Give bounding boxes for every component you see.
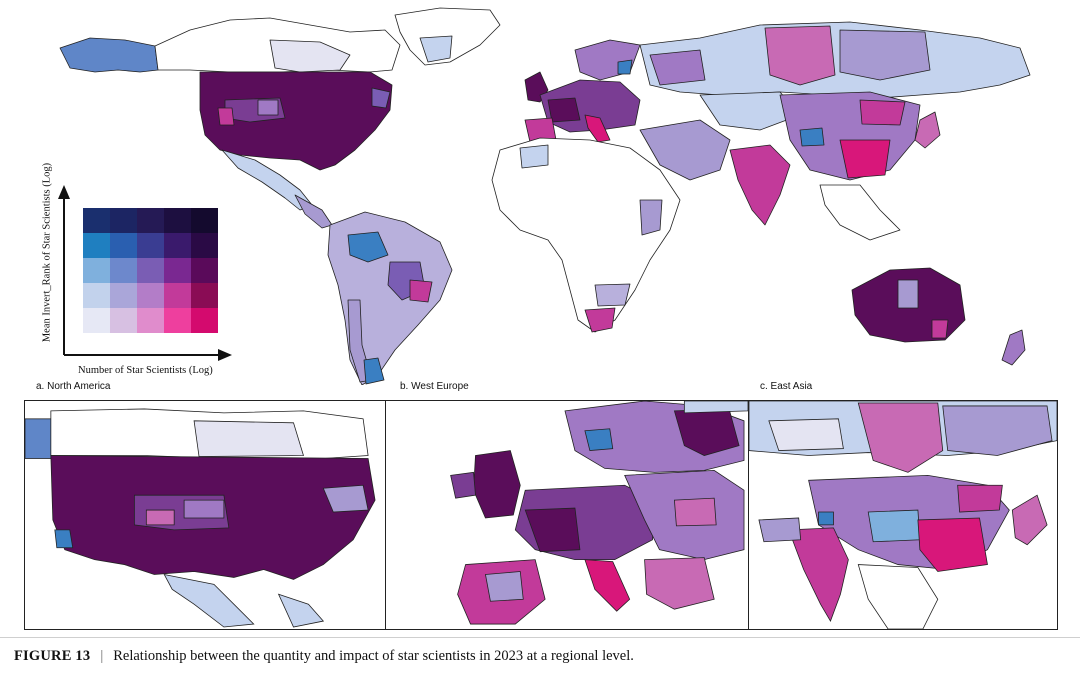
legend-cell [191,308,218,333]
panel-label-east-asia: c. East Asia [760,381,813,392]
x-axis-arrow-icon [218,349,232,361]
legend-axes [58,185,232,361]
region-italy [584,114,611,143]
region-china-east [839,139,891,179]
figure-caption: FIGURE 13 | Relationship between the quant… [14,648,634,665]
region-middle-east [639,119,731,181]
region-south-america [327,211,453,385]
legend-cell [164,283,191,308]
region-argentina [363,357,385,385]
region-africa [491,137,681,333]
figure-number: FIGURE 13 [14,648,91,664]
region-canada-east [269,39,351,73]
region-china-north [859,99,906,126]
region-japan [914,111,941,149]
region-south-africa [584,307,616,333]
region-australia-se [931,319,949,339]
caption-divider [0,637,1080,638]
y-axis-arrow-icon [58,185,70,199]
region-alaska [59,37,159,73]
caption-text: Relationship between the quantity and im… [113,648,634,664]
legend-cell [191,283,218,308]
legend-x-label: Number of Star Scientists (Log) [78,365,213,376]
legend-cell [137,233,164,258]
legend-y-label: Mean Invert_Rank of Star Scientists (Log… [41,162,53,343]
region-france [547,97,581,123]
legend-cell [110,258,137,283]
region-russia-central [764,25,836,86]
legend-cell [137,258,164,283]
legend-cell [83,258,110,283]
region-greenland-patch [419,35,453,63]
legend-color-grid [83,208,218,333]
world-map [59,7,1031,385]
caption-separator: | [100,648,104,664]
region-usa-ne [371,87,391,109]
region-africa-north [519,144,549,169]
region-africa-east [639,199,663,236]
legend-cell [191,208,218,233]
region-russia-east [839,29,931,81]
region-china-blue [799,127,825,147]
region-central-asia [699,91,801,131]
legend-cell [110,233,137,258]
region-brazil-north [347,231,389,263]
legend-cell [164,258,191,283]
legend-cell [83,283,110,308]
panel-label-west-europe: b. West Europe [400,381,469,392]
region-usa-mid2 [257,99,279,116]
legend-cell [164,233,191,258]
region-usa [199,71,393,171]
legend-cell [164,308,191,333]
legend-cell [83,308,110,333]
legend-cell [110,283,137,308]
legend-cell [137,208,164,233]
region-australia-mid [897,279,919,309]
region-central-america [294,194,333,229]
panel-west-europe [385,400,749,630]
legend-cell [83,233,110,258]
panel-label-north-america: a. North America [36,381,111,392]
region-brazil-se [409,279,433,303]
panel-east-asia [748,400,1058,630]
panel-north-america [24,400,386,630]
legend-cell [110,208,137,233]
legend-cell [83,208,110,233]
region-africa-south [594,283,631,307]
legend-cell [137,283,164,308]
legend-cell [191,258,218,283]
legend-cell [164,208,191,233]
legend-cell [137,308,164,333]
region-scandinavia-blue [617,59,633,75]
legend-cell [110,308,137,333]
region-india [729,144,791,226]
region-usa-west [217,107,235,126]
bivariate-legend: Mean Invert_Rank of Star Scientists (Log… [28,163,238,383]
region-russia-west [649,49,706,86]
region-se-asia [819,184,901,241]
region-new-zealand [1001,329,1026,366]
legend-cell [191,233,218,258]
